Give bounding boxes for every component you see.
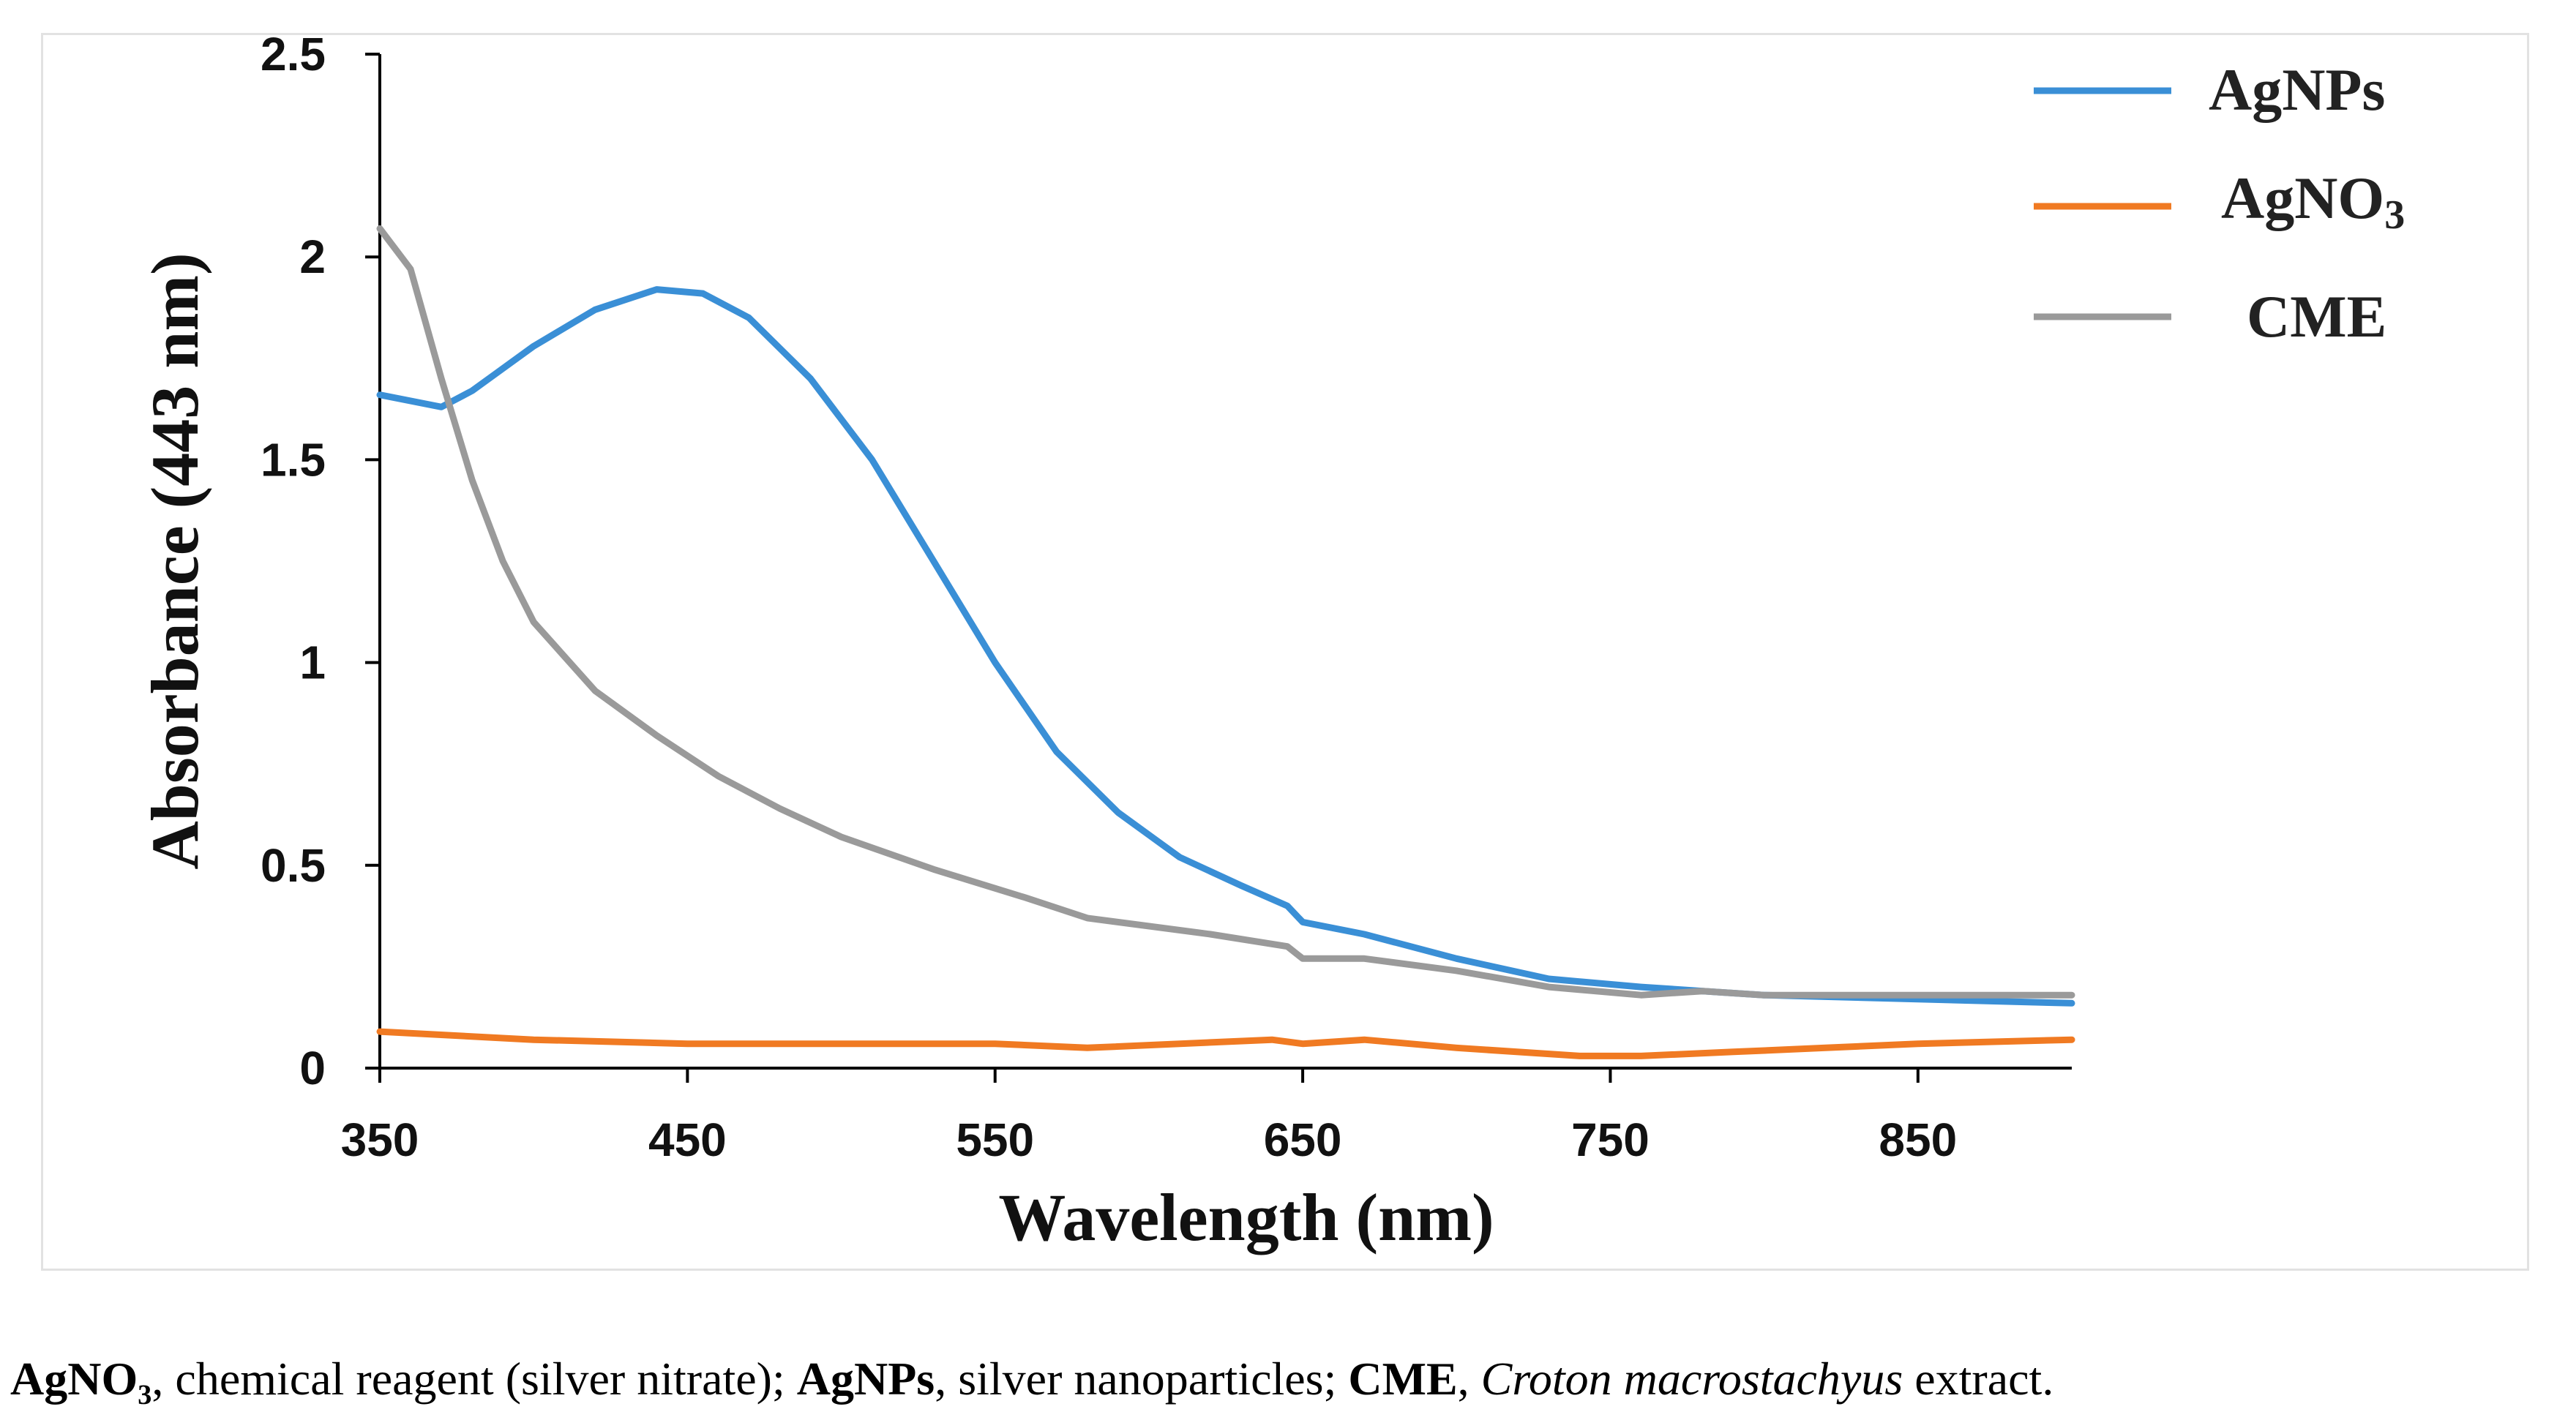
x-tick-label: 350 bbox=[341, 1113, 419, 1166]
figure-caption: AgNO₃, chemical reagent (silver nitrate)… bbox=[10, 1352, 2053, 1406]
y-tick-label: 1 bbox=[299, 636, 326, 689]
caption-text: , bbox=[1457, 1353, 1481, 1405]
y-tick-label: 0 bbox=[299, 1042, 326, 1094]
legend-label-agno3: AgNO3 bbox=[2221, 165, 2405, 238]
series-lines bbox=[376, 225, 2075, 1059]
legend: AgNPs AgNO3 CME bbox=[2034, 56, 2405, 350]
x-tick-label: 850 bbox=[1879, 1113, 1957, 1166]
x-tick-label: 650 bbox=[1264, 1113, 1342, 1166]
caption-species: Croton macrostachyus bbox=[1480, 1353, 1903, 1405]
series-line-agnps bbox=[376, 286, 2075, 1007]
y-tick-label: 0.5 bbox=[261, 839, 326, 892]
legend-agno3-main: AgNO bbox=[2221, 165, 2384, 231]
series-line-agno3 bbox=[376, 1028, 2075, 1059]
y-axis-label: Absorbance (443 nm) bbox=[138, 252, 212, 869]
x-axis-label: Wavelength (nm) bbox=[998, 1180, 1494, 1255]
x-tick-label: 450 bbox=[648, 1113, 727, 1166]
caption-cme: CME bbox=[1348, 1353, 1458, 1405]
caption-agno3: AgNO₃ bbox=[10, 1353, 152, 1405]
axes: 350 450 550 650 750 850 0 0.5 1 1.5 2 2.5 bbox=[261, 28, 2072, 1166]
x-tick-label: 750 bbox=[1571, 1113, 1650, 1166]
caption-text: , chemical reagent (silver nitrate); bbox=[151, 1353, 797, 1405]
legend-agno3-sub: 3 bbox=[2384, 192, 2405, 238]
y-tick-label: 2.5 bbox=[261, 28, 326, 80]
chart: 350 450 550 650 750 850 0 0.5 1 1.5 2 2.5 Wavelengt… bbox=[138, 28, 2405, 1255]
series-line-cme bbox=[376, 225, 2075, 999]
legend-label-cme: CME bbox=[2247, 283, 2386, 350]
x-tick-label: 550 bbox=[956, 1113, 1034, 1166]
caption-text: , silver nanoparticles; bbox=[935, 1353, 1349, 1405]
caption-text: extract. bbox=[1903, 1353, 2054, 1405]
caption-agnps: AgNPs bbox=[796, 1353, 935, 1405]
y-tick-label: 2 bbox=[299, 230, 326, 283]
legend-label-agnps: AgNPs bbox=[2209, 56, 2385, 123]
figure-frame bbox=[41, 33, 2529, 1271]
y-tick-label: 1.5 bbox=[261, 433, 326, 486]
